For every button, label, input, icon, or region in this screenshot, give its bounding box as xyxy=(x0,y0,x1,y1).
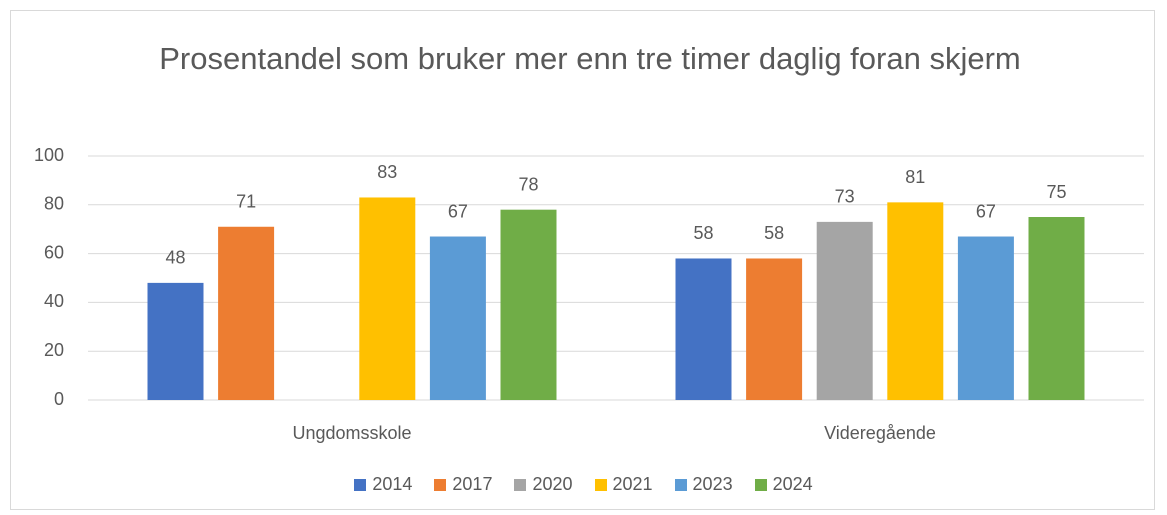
legend-item: 2023 xyxy=(674,474,733,495)
legend-swatch xyxy=(434,478,447,491)
legend-item: 2014 xyxy=(354,474,412,495)
chart-border xyxy=(10,10,1155,510)
legend-label: 2021 xyxy=(612,474,653,494)
data-label: 58 xyxy=(764,223,784,243)
legend-swatch xyxy=(514,478,527,491)
x-tick-label: Ungdomsskole xyxy=(292,423,411,443)
y-tick-label: 80 xyxy=(44,194,64,214)
legend-item: 2017 xyxy=(434,474,492,495)
chart-title: Prosentandel som bruker mer enn tre time… xyxy=(159,41,1021,76)
data-label: 81 xyxy=(905,167,925,187)
bar xyxy=(746,258,803,400)
bar xyxy=(675,258,732,400)
legend-swatch xyxy=(594,478,607,491)
x-tick-label: Videregående xyxy=(824,423,936,443)
bar xyxy=(147,282,204,400)
legend-label: 2023 xyxy=(692,474,733,494)
legend-label: 2014 xyxy=(372,474,413,494)
data-label: 48 xyxy=(165,248,185,268)
data-label: 71 xyxy=(236,192,256,212)
legend: 2014 2017 2020 2021 2023 2024 xyxy=(0,474,1167,495)
data-label: 67 xyxy=(976,201,996,221)
y-tick-label: 40 xyxy=(44,291,64,311)
legend-item: 2020 xyxy=(514,474,573,495)
data-label: 83 xyxy=(377,162,397,182)
data-label: 75 xyxy=(1046,182,1066,202)
bar xyxy=(816,221,873,400)
data-label: 58 xyxy=(693,223,713,243)
legend-item: 2024 xyxy=(754,474,813,495)
bar xyxy=(500,209,557,400)
bar xyxy=(887,202,944,400)
legend-label: 2024 xyxy=(772,474,813,494)
data-label: 78 xyxy=(518,174,538,194)
data-label: 73 xyxy=(835,187,855,207)
data-label: 67 xyxy=(448,201,468,221)
bar xyxy=(359,197,416,400)
legend-swatch xyxy=(754,478,767,491)
y-tick-label: 0 xyxy=(54,389,64,409)
legend-swatch xyxy=(674,478,687,491)
bar xyxy=(218,226,275,400)
bar xyxy=(957,236,1014,400)
legend-label: 2017 xyxy=(452,474,493,494)
legend-item: 2021 xyxy=(594,474,653,495)
y-tick-label: 20 xyxy=(44,340,64,360)
y-tick-label: 100 xyxy=(34,145,64,165)
legend-swatch xyxy=(354,478,367,491)
bar xyxy=(1028,217,1085,400)
legend-label: 2020 xyxy=(532,474,573,494)
bar xyxy=(429,236,486,400)
y-tick-label: 60 xyxy=(44,242,64,262)
